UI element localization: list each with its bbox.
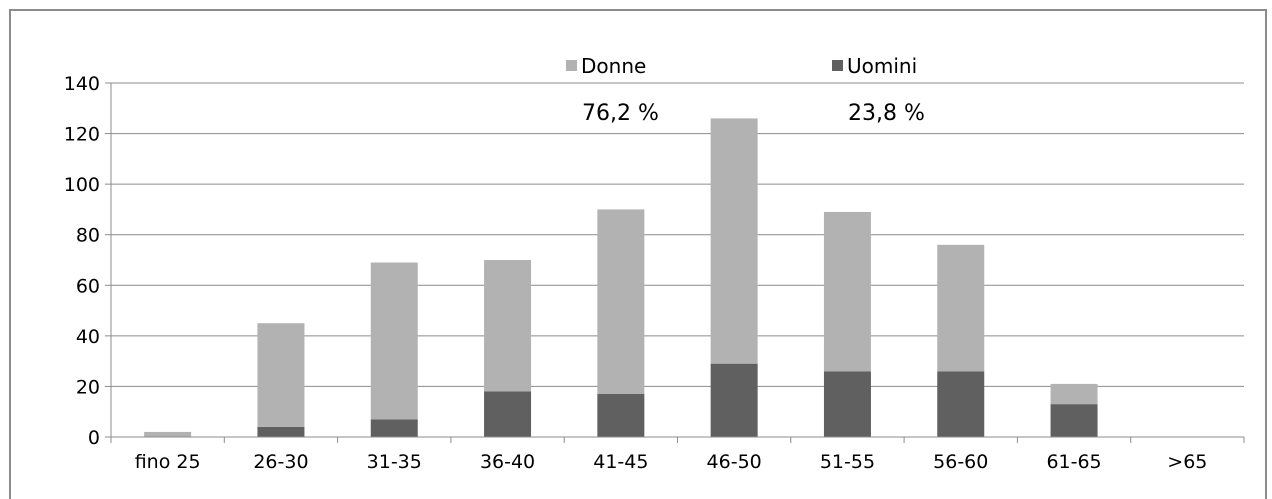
- x-tick-label: 51-55: [820, 451, 875, 473]
- bar-donne-3: [484, 260, 532, 392]
- bar-donne-1: [257, 323, 305, 427]
- y-tick-label: 120: [64, 124, 100, 146]
- bar-donne-5: [710, 118, 758, 364]
- y-tick-labels: 0 20 40 60 80 100 120 140: [64, 73, 100, 449]
- bar-donne-0: [144, 431, 192, 437]
- bar-uomini-7: [937, 371, 985, 437]
- bar-uomini-3: [484, 391, 532, 437]
- x-tick-label: 46-50: [707, 451, 762, 473]
- bar-donne-4: [597, 209, 645, 395]
- bar-donne-8: [1050, 383, 1098, 405]
- y-tick-label: 0: [88, 427, 100, 449]
- x-tick-label: 41-45: [593, 451, 648, 473]
- bar-uomini-2: [370, 419, 418, 437]
- legend-swatch-donne: [566, 60, 577, 71]
- y-tick-label: 80: [76, 225, 100, 247]
- y-tick-label: 20: [76, 376, 100, 398]
- bar-donne-7: [937, 244, 985, 372]
- x-tick-labels: fino 25 26-30 31-35 36-40 41-45 46-50 51-55 56-…: [135, 451, 1208, 473]
- bar-donne-6: [823, 211, 871, 372]
- y-tick-label: 60: [76, 275, 100, 297]
- x-tick-label: 36-40: [480, 451, 535, 473]
- share-label-uomini: 23,8 %: [848, 101, 925, 126]
- bars: [144, 118, 1098, 437]
- bar-donne-2: [370, 262, 418, 420]
- x-tick-label: 56-60: [933, 451, 988, 473]
- bar-uomini-6: [823, 371, 871, 437]
- legend-swatch-uomini: [832, 60, 843, 71]
- x-tick-label: fino 25: [135, 451, 201, 473]
- x-tick-label: 61-65: [1046, 451, 1101, 473]
- bar-uomini-5: [710, 363, 758, 437]
- bar-uomini-1: [257, 426, 305, 437]
- legend-label-uomini: Uomini: [847, 54, 917, 78]
- axes: [105, 82, 1245, 443]
- y-tick-label: 100: [64, 174, 100, 196]
- x-tick-label: 26-30: [253, 451, 308, 473]
- x-tick-label: >65: [1167, 451, 1207, 473]
- y-tick-label: 140: [64, 73, 100, 95]
- x-tick-label: 31-35: [367, 451, 422, 473]
- y-tick-label: 40: [76, 326, 100, 348]
- share-label-donne: 76,2 %: [582, 101, 659, 126]
- legend: Donne Uomini 76,2 % 23,8 %: [566, 54, 925, 126]
- bar-uomini-8: [1050, 404, 1098, 437]
- legend-label-donne: Donne: [581, 54, 646, 78]
- bar-uomini-4: [597, 394, 645, 437]
